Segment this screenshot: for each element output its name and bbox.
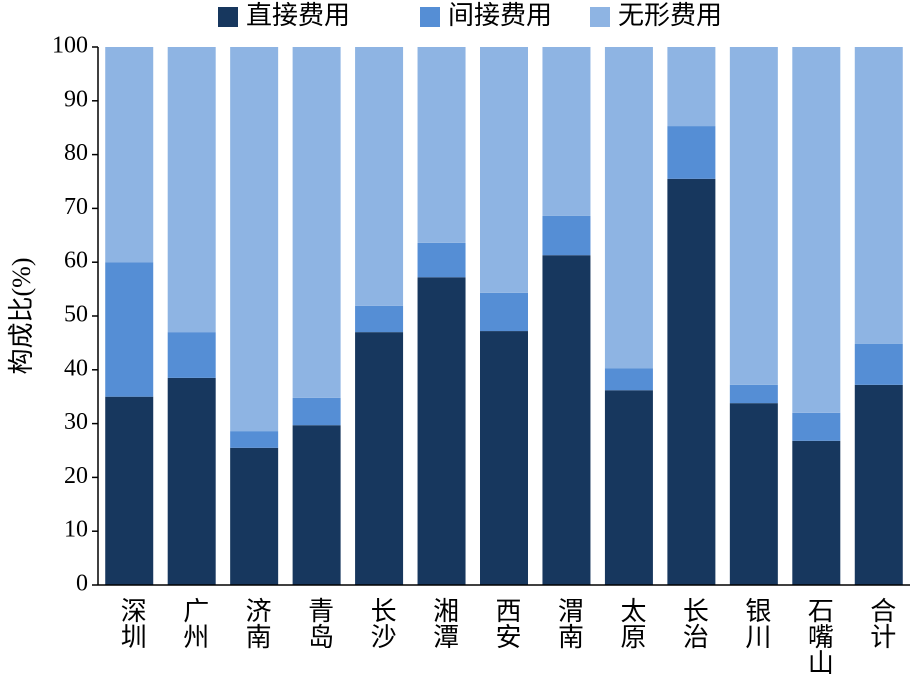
bar-segment xyxy=(167,332,216,378)
bar-segment xyxy=(854,343,903,385)
bar-segment xyxy=(292,425,341,585)
x-tick-label: 广州 xyxy=(180,597,209,649)
x-tick-label: 济南 xyxy=(242,597,271,649)
bar-segment xyxy=(417,47,466,243)
bar-segment xyxy=(105,396,154,585)
y-tick-label: 90 xyxy=(64,86,88,112)
y-tick-label: 10 xyxy=(64,517,88,543)
y-tick-label: 70 xyxy=(64,194,88,220)
legend-label: 无形费用 xyxy=(618,1,722,30)
bar-segment xyxy=(105,47,154,263)
y-tick-label: 80 xyxy=(64,140,88,166)
bar-segment xyxy=(729,47,778,385)
bar-segment xyxy=(230,447,279,585)
y-tick-label: 0 xyxy=(76,571,88,597)
bar-segment xyxy=(355,305,404,333)
bar-segment xyxy=(792,440,841,585)
bar-segment xyxy=(292,47,341,398)
legend-label: 间接费用 xyxy=(448,1,552,30)
bar-segment xyxy=(167,47,216,333)
bar-segment xyxy=(480,47,528,293)
bar-segment xyxy=(167,377,216,585)
bar-segment xyxy=(667,178,716,585)
x-tick-label: 渭南 xyxy=(554,597,583,649)
y-tick-label: 30 xyxy=(64,409,88,435)
bar-segment xyxy=(792,47,841,413)
bar-segment xyxy=(417,277,466,585)
bar-segment xyxy=(604,368,653,391)
x-tick-label: 西安 xyxy=(492,597,521,649)
y-tick-label: 40 xyxy=(64,355,88,381)
bar-segment xyxy=(667,47,716,127)
bar-segment xyxy=(230,47,279,432)
legend-swatch xyxy=(420,7,440,27)
y-tick-label: 60 xyxy=(64,248,88,274)
bar-segment xyxy=(542,255,591,585)
x-tick-label: 太原 xyxy=(617,597,646,649)
bar-segment xyxy=(105,262,154,397)
bar-segment xyxy=(480,292,528,332)
x-tick-label: 银川 xyxy=(742,597,771,649)
y-tick-label: 20 xyxy=(64,463,88,489)
bar-segment xyxy=(729,384,778,404)
bar-segment xyxy=(854,384,903,585)
x-tick-label: 石嘴山 xyxy=(804,597,833,675)
bar-segment xyxy=(604,47,653,369)
x-tick-label: 合计 xyxy=(867,597,896,649)
bar-segment xyxy=(542,47,591,216)
legend-label: 直接费用 xyxy=(246,1,350,30)
legend-swatch xyxy=(218,7,238,27)
bar-segment xyxy=(729,403,778,585)
legend-swatch xyxy=(590,7,610,27)
bar-segment xyxy=(230,431,279,448)
bar-segment xyxy=(604,390,653,585)
bar-segment xyxy=(417,242,466,278)
y-axis-label: 构成比(%) xyxy=(7,258,36,375)
bar-segment xyxy=(355,47,404,306)
x-tick-label: 长沙 xyxy=(367,597,396,649)
bar-segment xyxy=(854,47,903,344)
x-tick-label: 湘潭 xyxy=(430,597,459,649)
bar-segment xyxy=(667,126,716,179)
x-tick-label: 深圳 xyxy=(117,597,146,649)
bar-segment xyxy=(480,331,528,585)
bar-segment xyxy=(542,215,591,256)
bar-segment xyxy=(792,412,841,441)
x-tick-label: 长治 xyxy=(679,597,708,649)
y-tick-label: 50 xyxy=(64,302,88,328)
bar-segment xyxy=(355,332,404,585)
x-tick-label: 青岛 xyxy=(305,597,334,649)
bar-segment xyxy=(292,397,341,426)
y-tick-label: 100 xyxy=(52,33,88,59)
